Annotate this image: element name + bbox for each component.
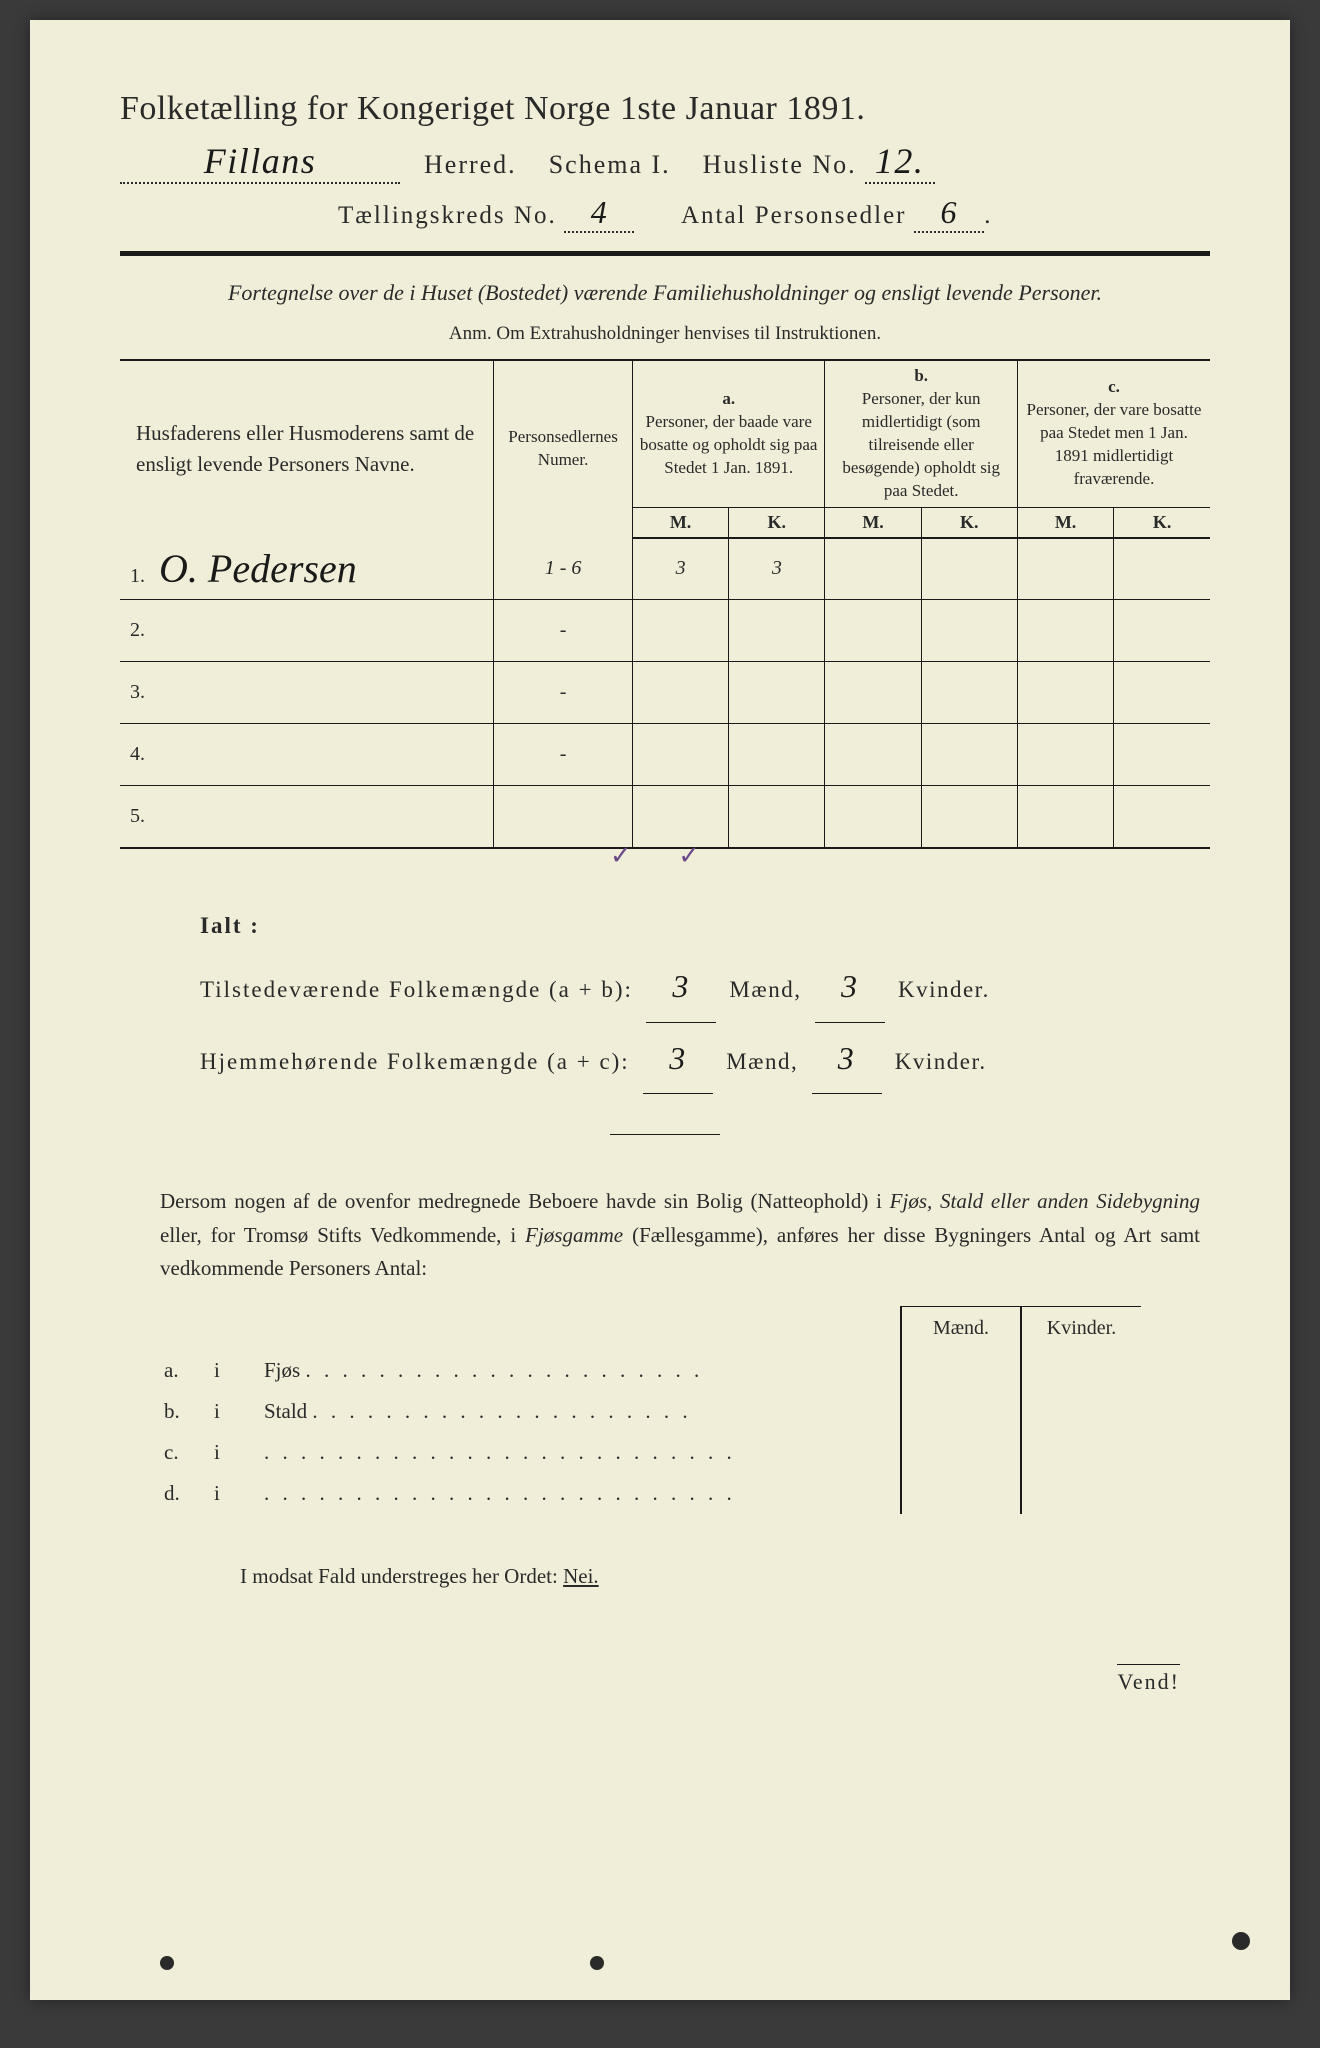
nei-word: Nei.	[563, 1564, 599, 1588]
col-sedler-header: Personsedlernes Numer.	[494, 360, 633, 538]
row-ak: 3	[729, 538, 825, 600]
totals-section: Ialt : Tilstedeværende Folkemængde (a + …	[200, 901, 1210, 1094]
census-form-page: Folketælling for Kongeriget Norge 1ste J…	[30, 20, 1290, 2000]
b-m: M.	[825, 507, 921, 538]
table-row: 4. -	[120, 724, 1210, 786]
vend-label: Vend!	[120, 1669, 1180, 1695]
col-name-header: Husfaderens eller Husmoderens samt de en…	[120, 360, 494, 538]
sidebygning-paragraph: Dersom nogen af de ovenfor medregnede Be…	[160, 1185, 1200, 1286]
punch-hole	[160, 1956, 174, 1970]
col-a-header: a. Personer, der baade vare bosatte og o…	[632, 360, 825, 507]
herred-label: Herred.	[424, 150, 517, 179]
b-k: K.	[921, 507, 1017, 538]
ialt-label: Ialt :	[200, 901, 1210, 952]
personsedler-label: Antal Personsedler	[681, 202, 907, 229]
main-title: Folketælling for Kongeriget Norge 1ste J…	[120, 90, 1210, 128]
divider-thick	[120, 251, 1210, 256]
sidebyg-row: d. i . . . . . . . . . . . . . . . . . .…	[160, 1473, 1141, 1514]
sidebyg-row: a. i Fjøs . . . . . . . . . . . . . . . …	[160, 1350, 1141, 1391]
row-bk	[921, 538, 1017, 600]
modsat-line: I modsat Fald understreges her Ordet: Ne…	[240, 1564, 1210, 1589]
table-header-row: Husfaderens eller Husmoderens samt de en…	[120, 360, 1210, 507]
small-divider	[610, 1134, 720, 1135]
row-bm	[825, 538, 921, 600]
kreds-label: Tællingskreds No.	[338, 202, 557, 229]
row-cm	[1017, 538, 1113, 600]
total-present-row: Tilstedeværende Folkemængde (a + b): 3 M…	[200, 951, 1210, 1022]
row-name: 1. O. Pedersen	[120, 538, 494, 600]
herred-field: Fillans	[120, 140, 400, 184]
sidebyg-row: c. i . . . . . . . . . . . . . . . . . .…	[160, 1432, 1141, 1473]
anm-note: Anm. Om Extrahusholdninger henvises til …	[120, 323, 1210, 345]
col-b-header: b. Personer, der kun midlertidigt (som t…	[825, 360, 1018, 507]
col-c-header: c. Personer, der vare bosatte paa Stedet…	[1017, 360, 1210, 507]
personsedler-field: 6	[914, 194, 984, 233]
main-table: Husfaderens eller Husmoderens samt de en…	[120, 359, 1210, 849]
sidebyg-row: b. i Stald . . . . . . . . . . . . . . .…	[160, 1391, 1141, 1432]
header-line-1: Fillans Herred. Schema I. Husliste No. 1…	[120, 140, 1210, 184]
husliste-value: 12.	[875, 141, 925, 181]
row-am: 3	[632, 538, 728, 600]
sidebyg-kvinder: Kvinder.	[1021, 1306, 1141, 1350]
table-row: 2. -	[120, 600, 1210, 662]
husliste-label: Husliste No.	[703, 150, 857, 179]
punch-hole	[590, 1956, 604, 1970]
sidebyg-header: Mænd. Kvinder.	[160, 1306, 1141, 1350]
kreds-value: 4	[591, 194, 609, 230]
table-row: 1. O. Pedersen 1 - 6 3 3	[120, 538, 1210, 600]
form-description: Fortegnelse over de i Huset (Bostedet) v…	[170, 276, 1160, 309]
husliste-field: 12.	[865, 140, 935, 184]
row-sedler: 1 - 6	[494, 538, 633, 600]
sidebygning-table: Mænd. Kvinder. a. i Fjøs . . . . . . . .…	[160, 1306, 1141, 1514]
kreds-field: 4	[564, 194, 634, 233]
punch-hole	[1232, 1932, 1250, 1950]
total-resident-row: Hjemmehørende Folkemængde (a + c): 3 Mæn…	[200, 1023, 1210, 1094]
schema-label: Schema I.	[549, 150, 671, 179]
sidebyg-maend: Mænd.	[901, 1306, 1021, 1350]
table-row: 5.	[120, 786, 1210, 848]
table-row: 3. -	[120, 662, 1210, 724]
a-m: M.	[632, 507, 728, 538]
header-line-2: Tællingskreds No. 4 Antal Personsedler 6…	[120, 194, 1210, 233]
c-k: K.	[1114, 507, 1210, 538]
herred-value: Fillans	[204, 141, 317, 181]
c-m: M.	[1017, 507, 1113, 538]
personsedler-value: 6	[941, 194, 959, 230]
a-k: K.	[729, 507, 825, 538]
row-ck	[1114, 538, 1210, 600]
checkmark-annotation: ✓ ✓	[120, 841, 1210, 871]
